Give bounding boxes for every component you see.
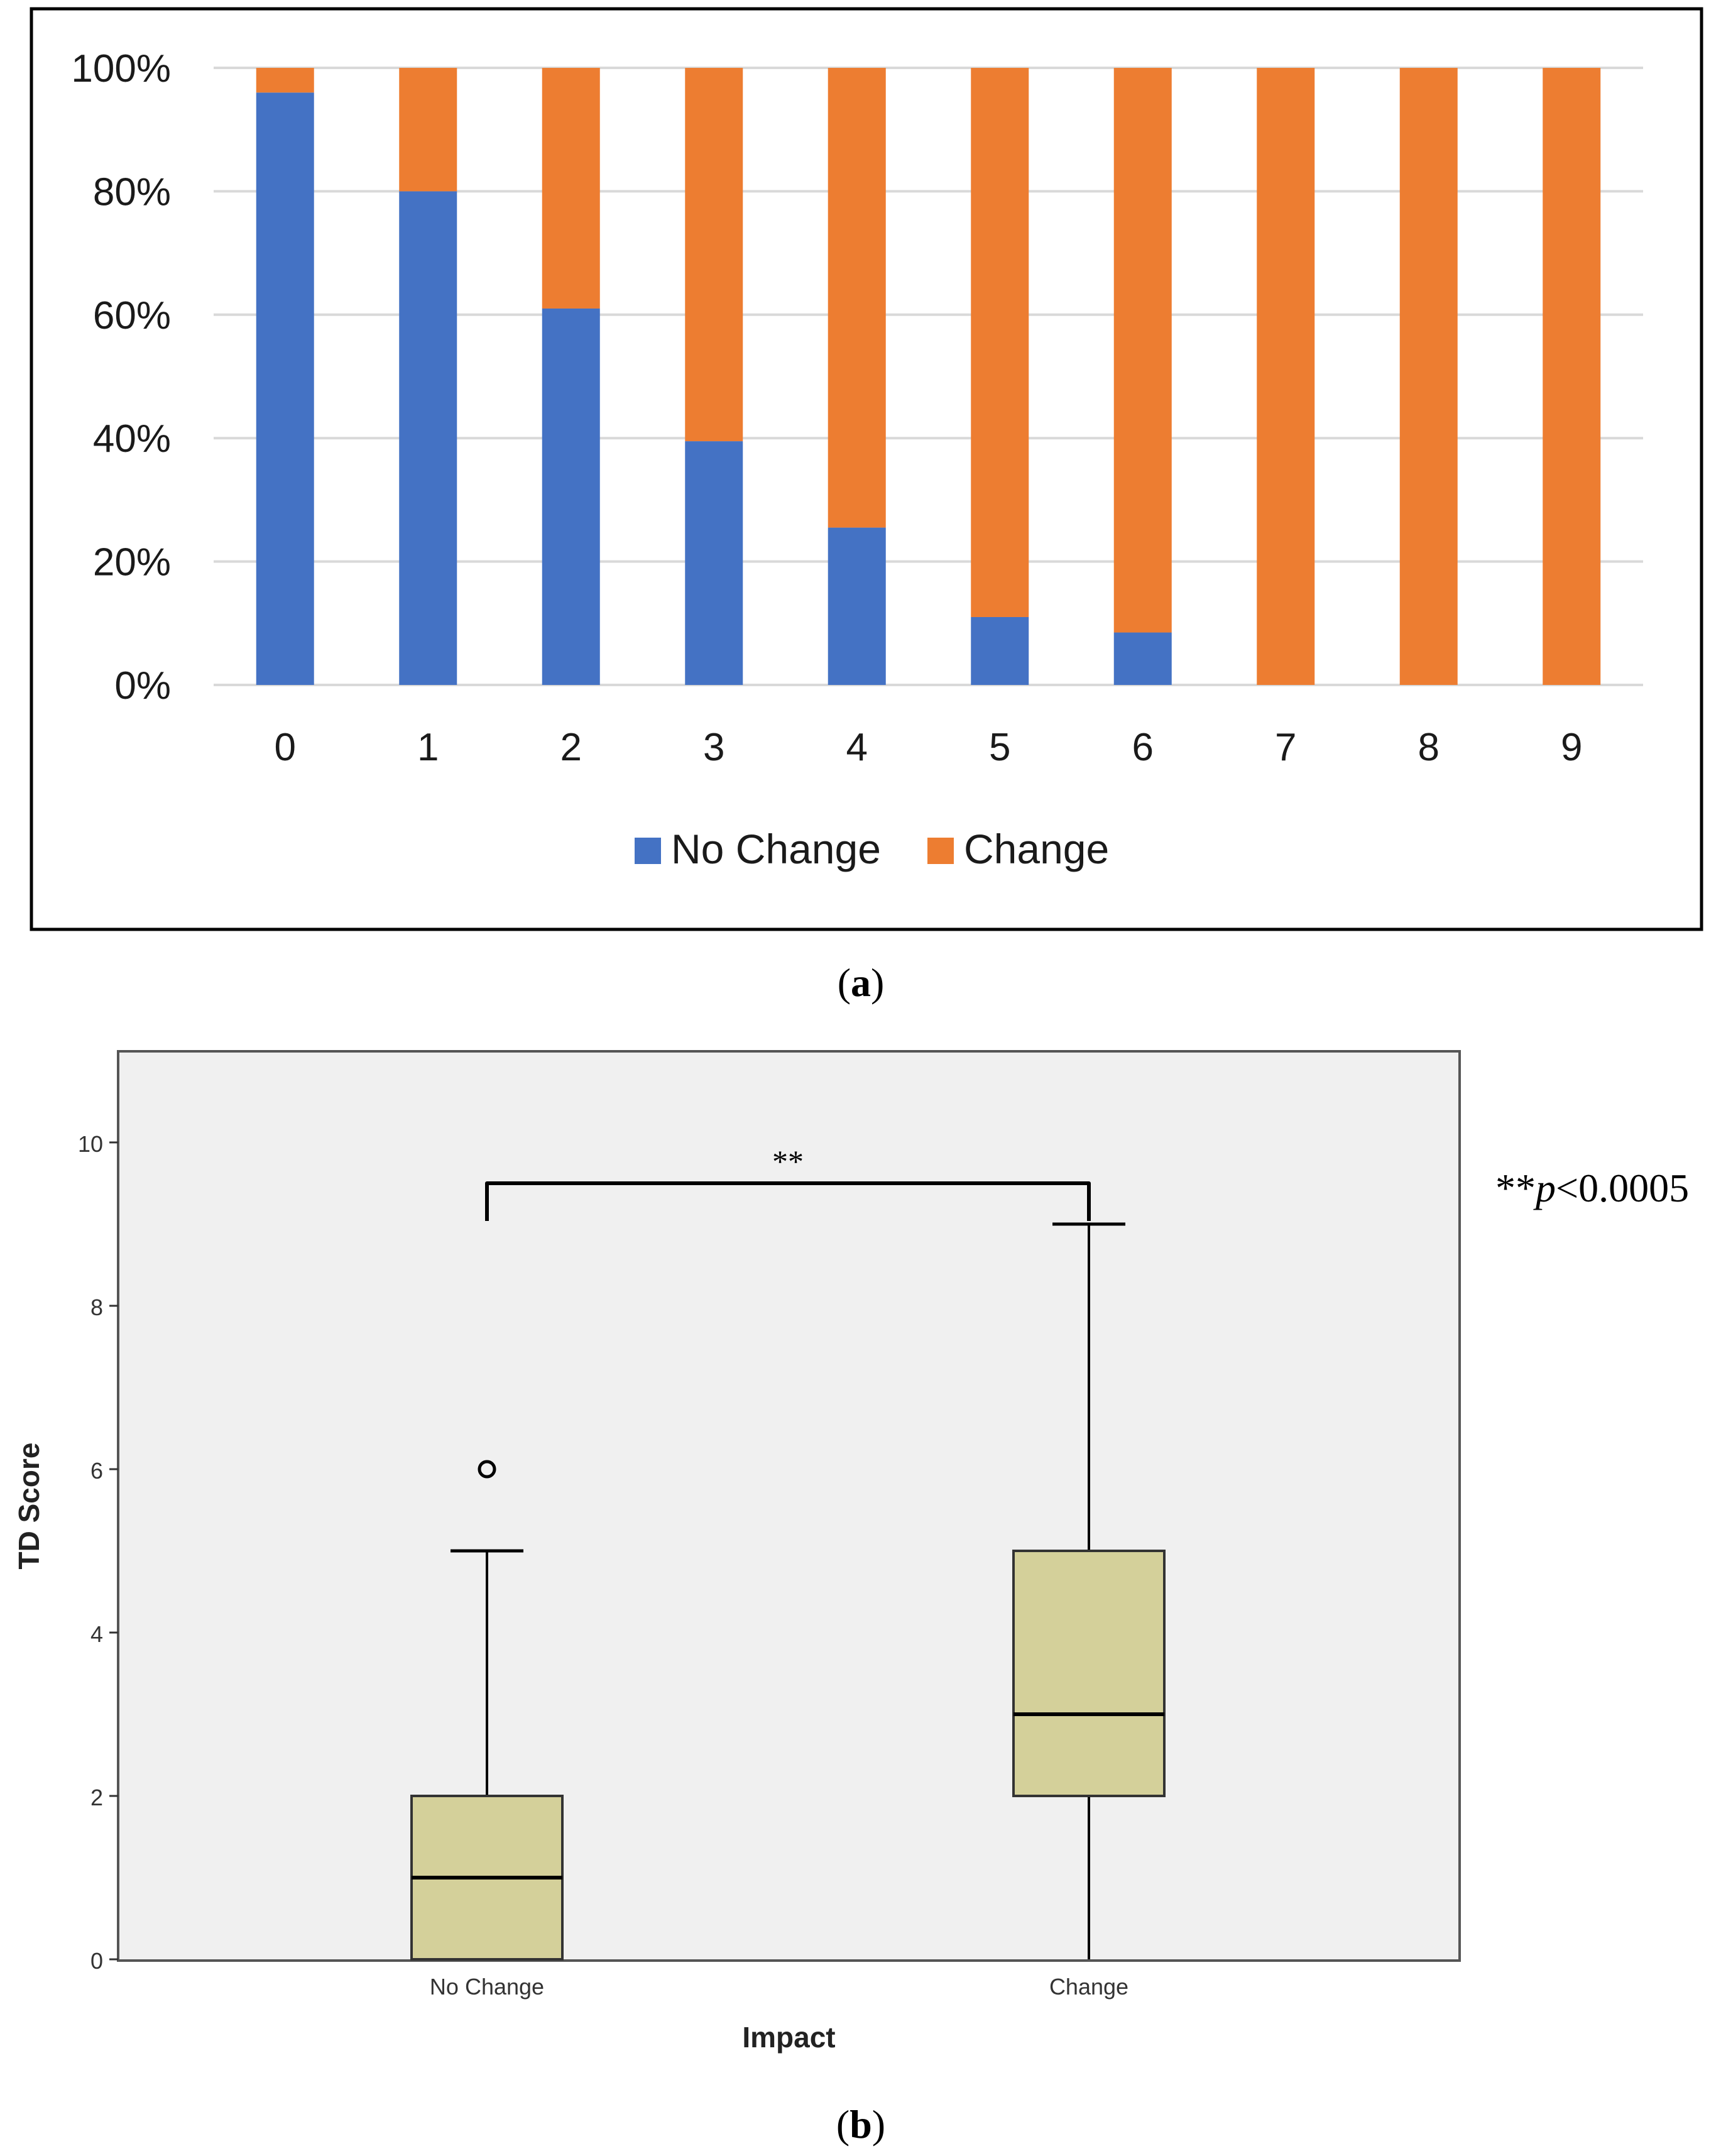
y-tick-label: 0% (114, 664, 171, 708)
bar-change-7 (1257, 68, 1315, 685)
bar-change-8 (1399, 68, 1458, 685)
bar-change-4 (828, 68, 886, 528)
bar-change-0 (256, 68, 314, 93)
plot-area (117, 1050, 1461, 1962)
y-tick-label: 6 (90, 1458, 103, 1484)
p-value-stars: ** (1495, 1166, 1536, 1210)
x-tick-label: 9 (1561, 726, 1582, 769)
y-tick-label: 80% (93, 170, 171, 214)
significance-bracket (485, 1181, 1091, 1221)
p-value-symbol: p (1533, 1166, 1556, 1210)
bar-change-5 (971, 68, 1029, 617)
bar-change-2 (542, 68, 600, 309)
panel-a-caption-close: ) (871, 960, 884, 1005)
bar-no-change-3 (685, 441, 743, 685)
x-tick-label: Change (1049, 1974, 1128, 2000)
legend-swatch-change (927, 838, 954, 864)
bar-no-change-6 (1113, 632, 1172, 685)
x-axis-title: Impact (742, 2021, 835, 2054)
y-tick-label: 4 (90, 1621, 103, 1647)
bar-change-1 (399, 68, 457, 192)
y-tick-label: 20% (93, 541, 171, 584)
bar-no-change-4 (828, 527, 886, 685)
bar-no-change-5 (971, 616, 1029, 685)
x-tick-label: 3 (703, 726, 724, 769)
y-tick-label: 2 (90, 1785, 103, 1810)
bar-no-change-1 (399, 191, 457, 685)
x-tick-label: 0 (275, 726, 296, 769)
y-axis-title: TD Score (13, 1443, 45, 1570)
significance-stars: ** (772, 1144, 804, 1179)
panel-a-bar-chart: 0% 20% 40% 60% 80% 100% 0 1 2 3 4 5 6 7 8 9 No Change … (30, 7, 1703, 931)
x-tick-label: 1 (417, 726, 439, 769)
x-tick-label: 7 (1275, 726, 1296, 769)
p-value-annotation: **p<0.0005 (1495, 1166, 1689, 1210)
panel-a-caption: (a) (838, 960, 885, 1005)
panel-b-caption-close: ) (872, 2102, 885, 2147)
y-tick-label: 60% (93, 294, 171, 337)
outlier-no-change (478, 1460, 496, 1479)
x-tick-label: No Change (430, 1974, 544, 2000)
bar-change-3 (685, 68, 743, 442)
y-tick-label: 100% (71, 47, 171, 90)
x-tick-label: 5 (989, 726, 1010, 769)
panel-b-caption-open: ( (836, 2102, 850, 2147)
y-tick-label: 40% (93, 417, 171, 461)
x-tick-label: 4 (846, 726, 868, 769)
box-change (1012, 1550, 1166, 1797)
panel-a-caption-open: ( (838, 960, 851, 1005)
panel-b-caption: (b) (836, 2102, 885, 2147)
y-tick-label: 10 (78, 1131, 103, 1157)
bar-change-9 (1543, 68, 1601, 685)
x-tick-label: 2 (560, 726, 582, 769)
legend-swatch-no-change (635, 838, 661, 864)
panel-b-caption-letter: b (850, 2102, 872, 2147)
y-tick-label: 0 (90, 1948, 103, 1974)
x-tick-label: 6 (1132, 726, 1154, 769)
legend-label-no-change: No Change (671, 826, 881, 872)
p-value-threshold: <0.0005 (1556, 1166, 1689, 1210)
bar-no-change-2 (542, 308, 600, 686)
x-tick-label: 8 (1418, 726, 1440, 769)
panel-a-caption-letter: a (851, 960, 871, 1005)
legend: No Change Change (635, 826, 1109, 872)
panel-b-box-plot: 0 2 4 6 8 10 No Change Change ** Impact TD Sco… (13, 1050, 1689, 2054)
legend-label-change: Change (964, 826, 1109, 872)
bar-no-change-0 (256, 92, 314, 685)
y-tick-label: 8 (90, 1294, 103, 1320)
bar-change-6 (1113, 68, 1172, 633)
